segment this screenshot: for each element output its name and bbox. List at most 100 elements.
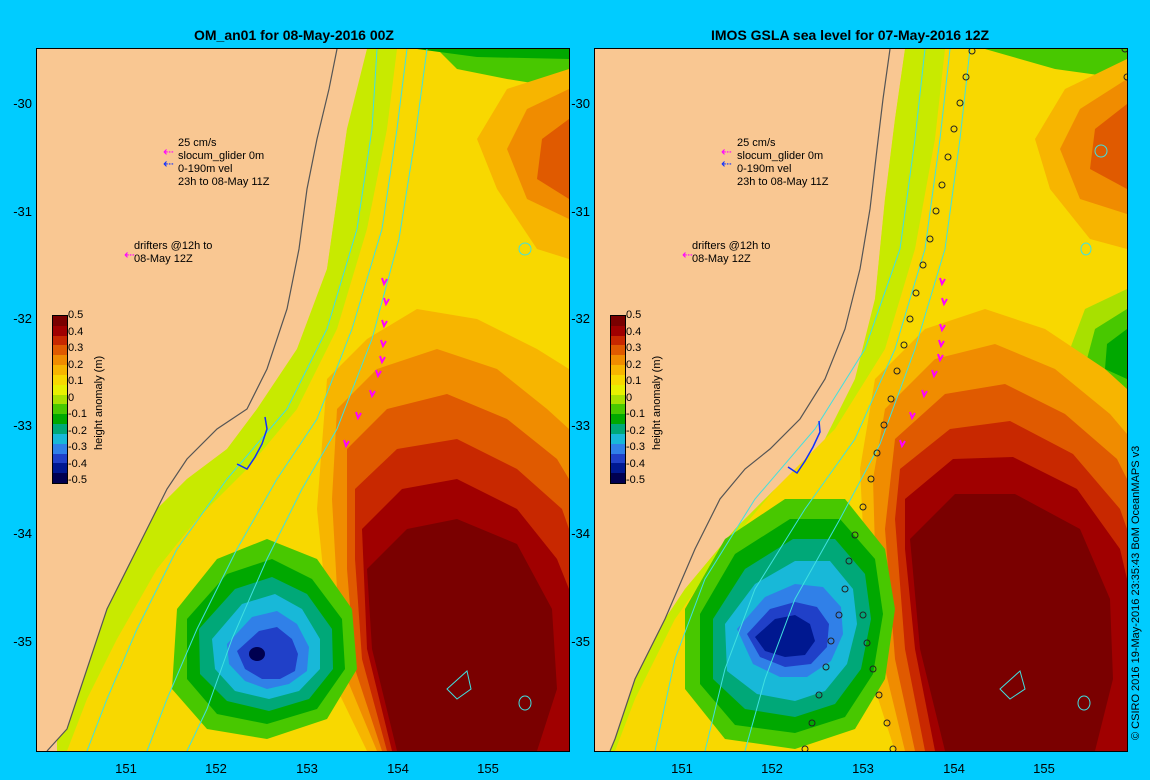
- colorbar-swatch: [53, 365, 67, 375]
- x-tick-label: 151: [671, 761, 693, 776]
- colorbar-label: 0.5: [68, 309, 84, 321]
- right-legend-glider: slocum_glider 0m: [737, 150, 824, 162]
- colorbar-label: 0.3: [626, 342, 642, 354]
- colorbar-label: -0.2: [626, 424, 645, 437]
- right-vector-overlay: [899, 277, 948, 449]
- y-tick-label: -30: [571, 96, 590, 111]
- left-legend-glider: slocum_glider 0m: [178, 150, 265, 162]
- colorbar-label: 0.4: [68, 325, 84, 338]
- right-legend-speed: 25 cm/s: [737, 137, 776, 149]
- colorbar-swatch: [611, 443, 625, 454]
- colorbar-swatch: [611, 463, 625, 474]
- left-legend-drifters-1: drifters @12h to: [134, 240, 213, 252]
- colorbar-label: 0.1: [68, 375, 84, 387]
- x-tick-label: 154: [943, 761, 965, 776]
- left-legend-vel-depth: 0-190m vel: [178, 163, 233, 175]
- y-tick-label: -35: [13, 634, 32, 649]
- speed-arrow-icon: ⇠: [721, 144, 732, 159]
- y-tick-label: -30: [13, 96, 32, 111]
- right-legend-drifters-1: drifters @12h to: [692, 240, 771, 252]
- colorbar-swatch: [611, 384, 625, 395]
- copyright-text: © CSIRO 2016 19-May-2016 23:35:43 BoM Oc…: [1130, 445, 1142, 740]
- colorbar-swatch: [611, 335, 625, 346]
- colorbar-swatch: [53, 384, 67, 395]
- colorbar-swatch: [53, 316, 67, 326]
- right-colorbar-title: height anomaly (m): [651, 355, 663, 450]
- colorbar-label: 0.5: [626, 309, 642, 321]
- x-tick-label: 154: [387, 761, 409, 776]
- colorbar-label: 0.2: [68, 358, 84, 371]
- y-tick-label: -34: [571, 526, 590, 541]
- colorbar-label: 0: [626, 391, 633, 404]
- colorbar-swatch: [611, 394, 625, 405]
- colorbar-swatch: [53, 424, 67, 434]
- right-map-field: [595, 49, 1127, 751]
- colorbar-label: -0.5: [68, 474, 87, 486]
- colorbar-swatch: [53, 325, 67, 336]
- right-legend-vel-time: 23h to 08-May 11Z: [737, 176, 829, 188]
- colorbar-swatch: [611, 316, 625, 326]
- x-tick-label: 153: [852, 761, 874, 776]
- colorbar-swatch: [611, 355, 625, 366]
- colorbar-swatch: [611, 433, 625, 444]
- speed-arrow-icon: ⇠: [163, 144, 174, 159]
- left-legend-drifters-2: 08-May 12Z: [134, 253, 193, 265]
- colorbar-label: -0.4: [68, 457, 87, 470]
- left-map-field: [37, 49, 569, 751]
- y-tick-label: -33: [571, 418, 590, 433]
- drifter-arrow-icon: ⇠: [682, 247, 693, 262]
- colorbar-label: -0.1: [626, 408, 645, 420]
- colorbar-swatch: [611, 365, 625, 375]
- colorbar-swatch: [611, 414, 625, 425]
- colorbar-label: 0.3: [68, 342, 84, 354]
- colorbar-label: 0: [68, 391, 75, 404]
- right-colorbar: [610, 315, 626, 484]
- y-tick-label: -34: [13, 526, 32, 541]
- y-tick-label: -35: [571, 634, 590, 649]
- colorbar-label: -0.1: [68, 408, 87, 420]
- left-panel-title: OM_an01 for 08-May-2016 00Z: [194, 27, 394, 43]
- left-legend-vel-time: 23h to 08-May 11Z: [178, 176, 270, 188]
- colorbar-swatch: [53, 394, 67, 405]
- colorbar-label: 0.4: [626, 325, 642, 338]
- left-map-panel: [36, 48, 570, 752]
- x-tick-label: 155: [477, 761, 499, 776]
- colorbar-label: 0.2: [626, 358, 642, 371]
- colorbar-swatch: [53, 374, 67, 385]
- colorbar-label: -0.3: [68, 441, 87, 453]
- x-tick-label: 155: [1033, 761, 1055, 776]
- colorbar-label: -0.5: [626, 474, 645, 486]
- colorbar-swatch: [53, 404, 67, 415]
- colorbar-swatch: [611, 404, 625, 415]
- x-tick-label: 152: [205, 761, 227, 776]
- glider-arrow-icon: ⇠: [163, 156, 174, 171]
- y-tick-label: -31: [13, 204, 32, 219]
- colorbar-swatch: [611, 325, 625, 336]
- y-tick-label: -33: [13, 418, 32, 433]
- colorbar-swatch: [53, 463, 67, 474]
- y-tick-label: -32: [13, 311, 32, 326]
- left-colorbar-title: height anomaly (m): [93, 355, 105, 450]
- drifter-arrow-icon: ⇠: [124, 247, 135, 262]
- colorbar-swatch: [53, 433, 67, 444]
- left-vector-overlay: [343, 277, 390, 449]
- colorbar-swatch: [611, 345, 625, 356]
- y-tick-label: -31: [571, 204, 590, 219]
- colorbar-swatch: [611, 453, 625, 464]
- right-legend-drifters-2: 08-May 12Z: [692, 253, 751, 265]
- colorbar-swatch: [53, 453, 67, 464]
- y-tick-label: -32: [571, 311, 590, 326]
- left-colorbar: [52, 315, 68, 484]
- left-legend-speed: 25 cm/s: [178, 137, 217, 149]
- colorbar-swatch: [611, 424, 625, 434]
- x-tick-label: 152: [761, 761, 783, 776]
- x-tick-label: 151: [115, 761, 137, 776]
- right-legend-vel-depth: 0-190m vel: [737, 163, 792, 175]
- colorbar-label: -0.2: [68, 424, 87, 437]
- colorbar-swatch: [53, 335, 67, 346]
- colorbar-label: -0.3: [626, 441, 645, 453]
- colorbar-swatch: [53, 473, 67, 484]
- colorbar-label: -0.4: [626, 457, 645, 470]
- colorbar-swatch: [611, 473, 625, 484]
- right-panel-title: IMOS GSLA sea level for 07-May-2016 12Z: [711, 27, 990, 43]
